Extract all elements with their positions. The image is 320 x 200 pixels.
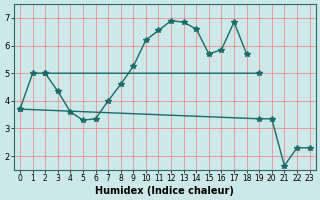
X-axis label: Humidex (Indice chaleur): Humidex (Indice chaleur) [95,186,234,196]
